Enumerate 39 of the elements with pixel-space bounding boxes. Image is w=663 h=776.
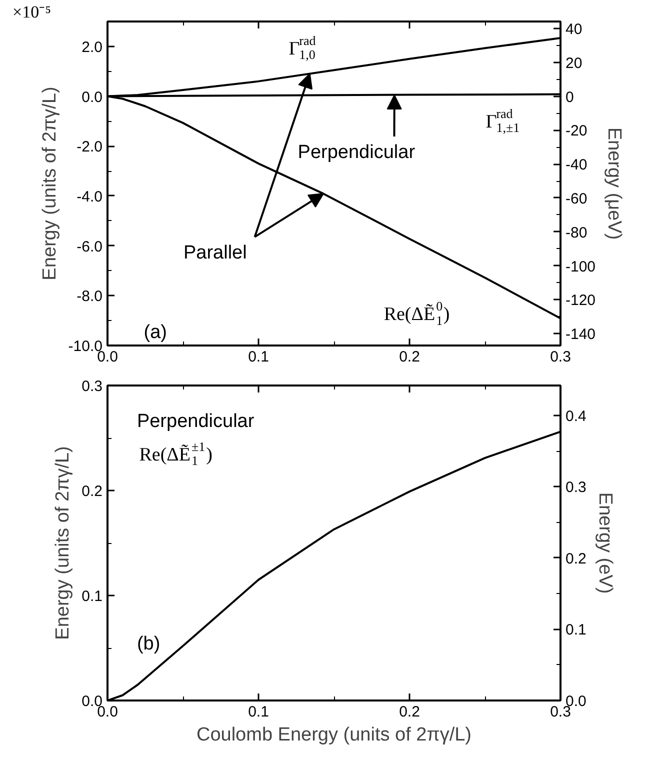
y2-tick-label: 40 xyxy=(566,20,582,38)
y-tick-label: 0.2 xyxy=(82,483,103,500)
annotation: (b) xyxy=(136,633,160,654)
annotation: Perpendicular xyxy=(136,411,255,432)
y-tick-label: -2.0 xyxy=(76,138,103,156)
y-tick-label: -6.0 xyxy=(76,238,103,256)
y2-tick-label: -40 xyxy=(566,156,588,174)
y2-tick-label: 0.1 xyxy=(566,622,586,639)
y2-tick-label: -80 xyxy=(566,224,588,242)
y2-tick-label: -100 xyxy=(566,258,596,276)
y-tick-label: 0.1 xyxy=(82,588,103,605)
y-tick-label: 0.0 xyxy=(82,88,103,106)
y2-axis-title: Energy (eV) xyxy=(594,492,616,594)
y-axis-title: Energy (units of 2πγ/L) xyxy=(39,86,60,280)
annotation: Perpendicular xyxy=(298,142,416,164)
y2-tick-label: -120 xyxy=(566,292,596,310)
y-tick-label: -4.0 xyxy=(76,188,103,206)
y-tick-label: 2.0 xyxy=(82,38,103,56)
x-tick-label: 0.2 xyxy=(399,348,420,366)
y2-tick-label: 20 xyxy=(566,54,582,72)
y-tick-label: -8.0 xyxy=(76,288,103,306)
x-axis-title: Coulomb Energy (units of 2πγ/L) xyxy=(196,724,472,746)
x-tick-label: 0.1 xyxy=(248,348,269,366)
annotation: Parallel xyxy=(183,242,247,264)
y2-tick-label: 0.4 xyxy=(566,408,586,425)
y2-tick-label: 0.2 xyxy=(566,550,586,568)
y2-tick-label: -20 xyxy=(566,122,588,140)
annotation: (a) xyxy=(144,322,167,344)
y2-tick-label: 0 xyxy=(566,88,574,106)
x-tick-label: 0.2 xyxy=(399,704,420,720)
y-tick-label: 0.3 xyxy=(82,378,103,395)
y2-tick-label: -140 xyxy=(566,326,596,344)
y-axis-title: Energy (units of 2πγ/L) xyxy=(52,446,74,640)
x-tick-label: 0.1 xyxy=(248,704,269,720)
y2-tick-label: -60 xyxy=(566,190,588,208)
y2-axis-title: Energy (μeV) xyxy=(604,127,625,240)
text: ×10⁻⁵ xyxy=(12,2,52,22)
x-tick-label: 0.3 xyxy=(550,348,571,366)
y2-tick-label: 0.3 xyxy=(566,479,586,496)
